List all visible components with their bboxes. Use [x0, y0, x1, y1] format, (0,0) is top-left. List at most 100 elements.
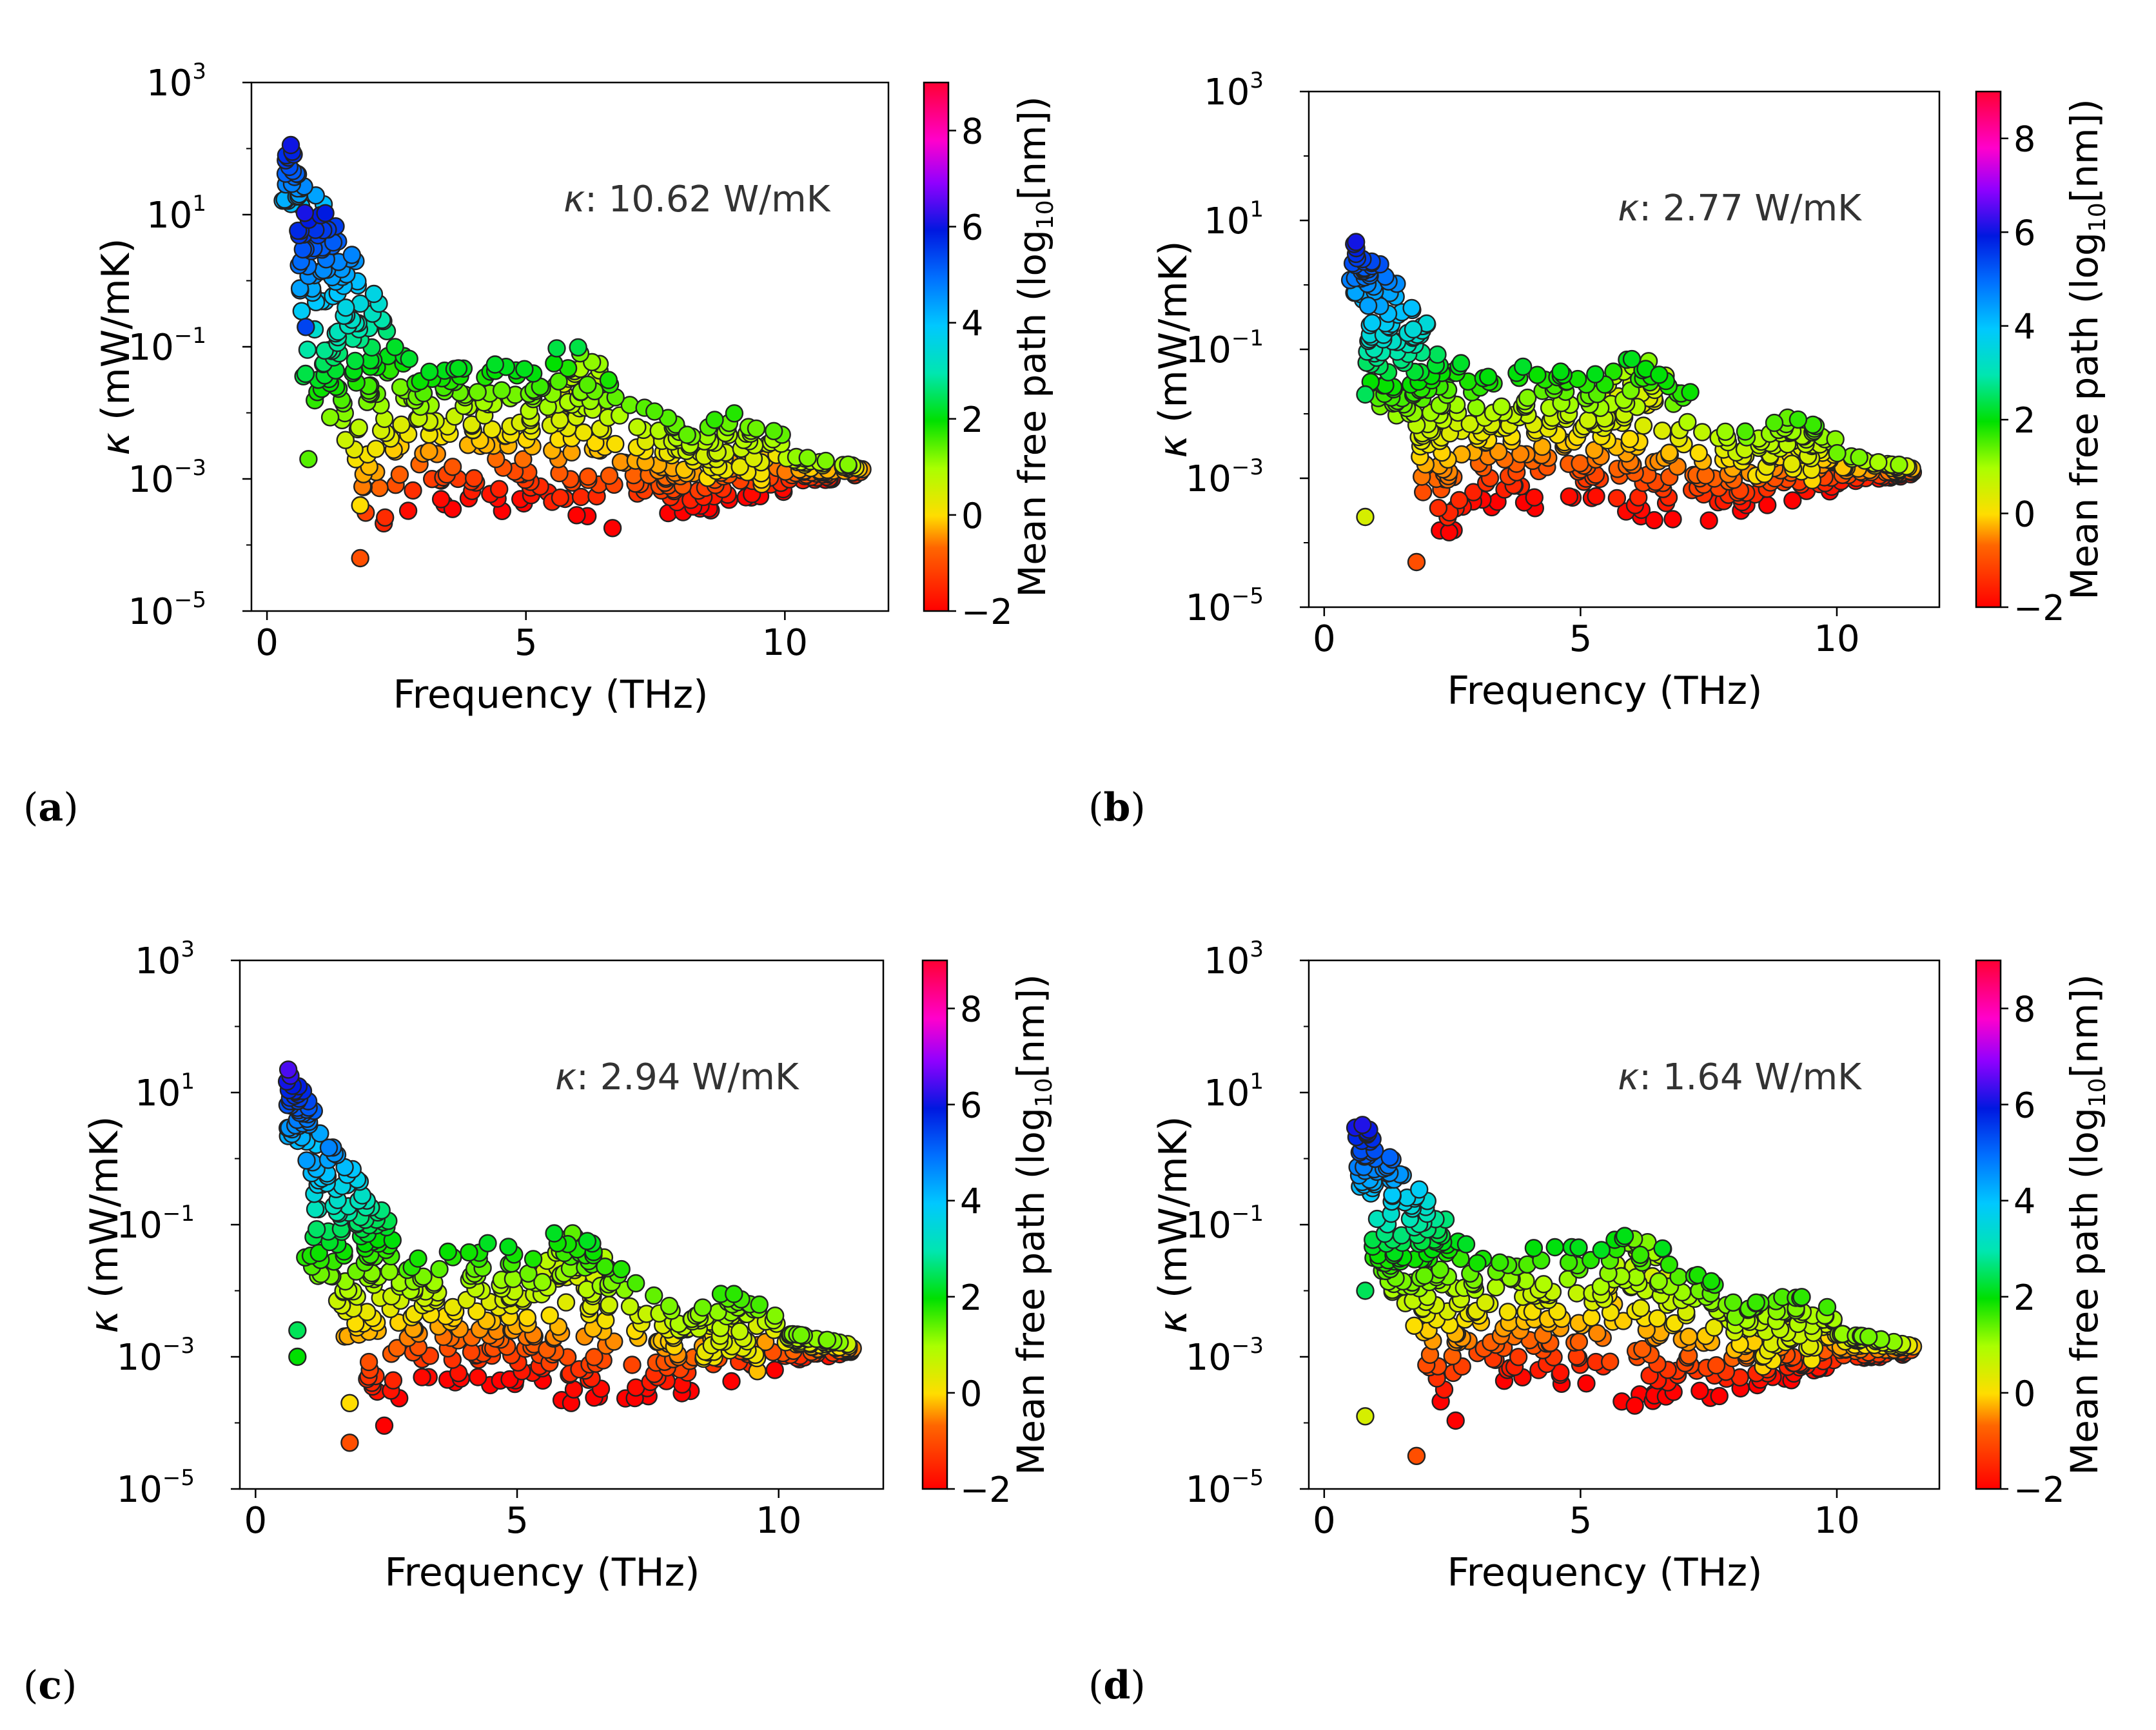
scatter-point — [1346, 233, 1366, 251]
scatter-point — [545, 1224, 564, 1243]
colorbar-tick-label: 0 — [2014, 1374, 2035, 1414]
scatter-point — [1850, 448, 1868, 467]
scatter-point — [1356, 1281, 1375, 1300]
scatter-point — [297, 1151, 316, 1170]
scatter-point — [798, 449, 817, 467]
y-tick-label: 10−1 — [117, 1201, 195, 1247]
scatter-point — [612, 1259, 631, 1279]
scatter-point — [620, 1297, 640, 1316]
scatter-point — [404, 481, 422, 500]
panel-b: 0 5 10 Frequency (THz) 103 101 10−1 10−3 10−5 κ (… — [1151, 68, 2111, 714]
scatter-point — [1650, 365, 1669, 384]
scatter-point — [1678, 413, 1697, 432]
colorbar-tick-label: −2 — [2014, 588, 2065, 628]
x-tick-label: 0 — [1313, 1500, 1336, 1542]
scatter-point — [1511, 445, 1530, 463]
scatter-point — [730, 458, 749, 476]
panel-label-c: (c) — [23, 1663, 77, 1708]
scatter-point — [1528, 365, 1547, 384]
scatter-point — [1409, 1180, 1429, 1199]
colorbar-c — [921, 959, 948, 1490]
scatter-point — [556, 1293, 576, 1312]
scatter-point — [1783, 491, 1802, 510]
scatter-point — [337, 298, 355, 317]
scatter-point — [1604, 362, 1623, 381]
scatter-point — [645, 1286, 663, 1305]
scatter-point — [1489, 442, 1508, 461]
scatter-point — [1747, 1293, 1766, 1312]
x-tick-label: 5 — [1569, 618, 1592, 660]
scatter-point — [600, 466, 619, 485]
panel-c: 0 5 10 Frequency (THz) 103 101 10−1 10−3 10−5 κ (… — [82, 937, 1057, 1595]
scatter-point — [279, 1060, 298, 1079]
scatter-point — [281, 135, 300, 155]
x-tick-label: 5 — [514, 622, 538, 664]
y-tick-label: 10−5 — [1186, 1465, 1264, 1511]
colorbar-tick-label: 8 — [2014, 989, 2035, 1030]
scatter-point — [1681, 383, 1700, 402]
scatter-point — [839, 455, 858, 474]
scatter-point — [1615, 1227, 1634, 1245]
scatter-point — [386, 338, 404, 356]
scatter-point — [1625, 1396, 1644, 1415]
scatter-point — [533, 1272, 552, 1292]
scatter-points-c — [277, 1060, 862, 1452]
scatter-point — [606, 434, 625, 454]
scatter-point — [725, 404, 744, 423]
scatter-point — [1356, 385, 1375, 404]
scatter-point — [1525, 488, 1544, 507]
scatter-point — [349, 418, 368, 437]
y-tick-label: 10−5 — [128, 587, 206, 633]
colorbar-tick-label: 2 — [961, 400, 983, 440]
scatter-point — [478, 1234, 497, 1253]
scatter-point — [765, 1361, 784, 1379]
scatter-point — [1680, 1327, 1698, 1346]
scatter-point — [705, 411, 724, 429]
scatter-point — [309, 1243, 328, 1263]
scatter-point — [443, 500, 462, 518]
scatter-point — [1513, 357, 1533, 376]
scatter-point — [1560, 487, 1579, 506]
scatter-point — [390, 465, 409, 484]
scatter-points-b — [1340, 233, 1923, 572]
scatter-point — [1649, 1272, 1668, 1291]
colorbar-d — [1975, 959, 2002, 1490]
scatter-point — [628, 418, 647, 436]
scatter-point — [307, 1220, 326, 1239]
scatter-point — [750, 1295, 769, 1314]
scatter-point — [551, 488, 570, 507]
scatter-point — [1464, 483, 1483, 501]
scatter-point — [1620, 429, 1640, 449]
x-tick-label: 0 — [244, 1500, 268, 1542]
scatter-point — [574, 423, 593, 442]
x-tick-label: 0 — [255, 622, 279, 664]
scatter-point — [1592, 1241, 1611, 1259]
scatter-point — [1449, 491, 1469, 510]
scatter-point — [376, 508, 395, 527]
scatter-point — [1362, 313, 1382, 333]
scatter-point — [295, 204, 314, 222]
scatter-point — [1405, 1316, 1424, 1336]
scatter-point — [1456, 1235, 1476, 1254]
scatter-point — [316, 204, 335, 222]
scatter-point — [492, 381, 511, 400]
colorbar-tick-label: 0 — [2014, 494, 2035, 535]
scatter-point — [340, 1434, 359, 1452]
scatter-point — [1569, 1238, 1588, 1257]
scatter-point — [645, 402, 664, 421]
scatter-point — [514, 450, 533, 469]
kappa-annotation: κ: 2.94 W/mK — [555, 1056, 799, 1098]
scatter-point — [320, 408, 340, 427]
colorbar-b — [1975, 90, 2002, 608]
y-tick-label: 10−1 — [128, 323, 206, 369]
scatter-point — [1356, 1407, 1375, 1426]
scatter-point — [1869, 453, 1888, 472]
scatter-point — [289, 221, 308, 240]
scatter-point — [747, 419, 766, 438]
scatter-point — [1559, 1253, 1578, 1272]
x-axis-label: Frequency (THz) — [1447, 668, 1762, 714]
x-tick-label: 10 — [762, 622, 808, 664]
scatter-point — [1788, 410, 1808, 429]
colorbar-tick-label: 8 — [960, 989, 982, 1030]
